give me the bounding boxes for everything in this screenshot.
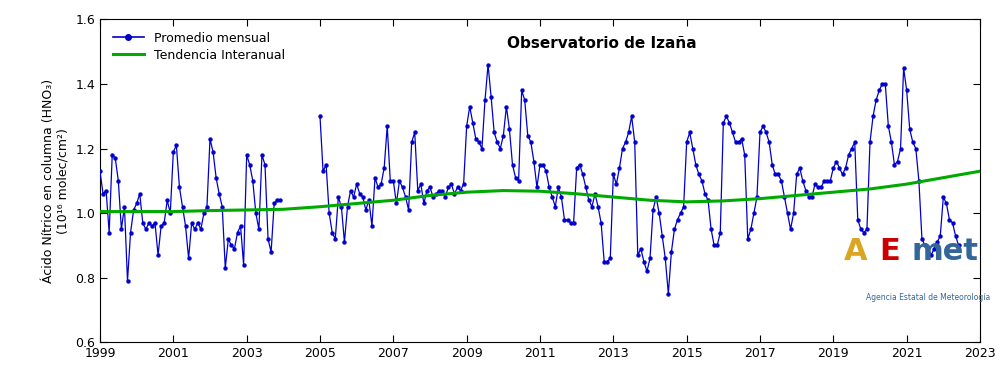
Y-axis label: Ácido Nítrico en columna (HNO₃)
(10¹⁶ molec/cm²): Ácido Nítrico en columna (HNO₃) (10¹⁶ mo… (42, 79, 70, 283)
Text: Agencia Estatal de Meteorología: Agencia Estatal de Meteorología (866, 293, 990, 301)
Legend: Promedio mensual, Tendencia Interanual: Promedio mensual, Tendencia Interanual (106, 26, 291, 68)
Text: E: E (879, 237, 900, 266)
Text: A: A (844, 237, 867, 266)
Text: met: met (911, 237, 978, 266)
Text: Observatorio de Izaña: Observatorio de Izaña (507, 36, 696, 51)
